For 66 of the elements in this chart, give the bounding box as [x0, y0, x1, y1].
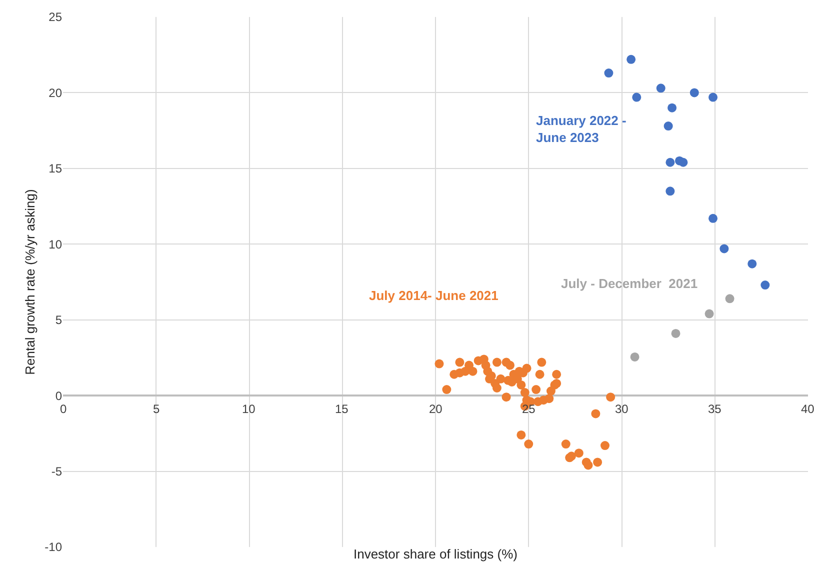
point	[455, 358, 464, 367]
point	[468, 366, 478, 376]
x-tick-label: 15	[335, 402, 349, 416]
point	[584, 460, 593, 470]
y-tick-label: 5	[55, 313, 62, 328]
point	[708, 214, 718, 223]
point	[524, 440, 534, 449]
point	[668, 103, 677, 112]
point	[496, 374, 506, 384]
point	[748, 259, 757, 268]
point	[442, 385, 452, 394]
point	[591, 409, 600, 418]
point	[544, 394, 554, 404]
x-axis-title: Investor share of listings (%)	[353, 546, 518, 562]
point	[506, 360, 514, 370]
point	[606, 392, 616, 402]
x-tick-label: 5	[153, 402, 160, 416]
point	[626, 54, 636, 64]
y-tick-label: -5	[51, 464, 62, 478]
x-tick-label: 25	[522, 402, 536, 416]
point	[604, 68, 614, 78]
point	[666, 158, 675, 167]
point	[632, 92, 642, 102]
text: July 2014- June 2021	[369, 288, 498, 303]
x-tick-label: 10	[242, 402, 256, 416]
point	[561, 440, 570, 449]
y-tick-label: -10	[44, 540, 62, 554]
point	[535, 370, 544, 379]
y-tick-label: 15	[48, 162, 62, 176]
point	[552, 370, 562, 379]
point	[720, 244, 729, 254]
point	[600, 441, 610, 450]
point	[492, 384, 502, 392]
series-label: January 2022 - June 2023	[536, 113, 626, 145]
point	[516, 380, 526, 390]
y-tick-label: 20	[48, 86, 62, 100]
point	[502, 392, 511, 402]
point	[664, 122, 673, 131]
x-tick-label: 35	[708, 402, 722, 416]
point	[532, 385, 541, 394]
point	[708, 92, 718, 102]
point	[520, 388, 530, 398]
point	[492, 358, 502, 367]
y-tick-label: 25	[48, 10, 62, 24]
x-tick-label: 40	[801, 402, 814, 416]
point	[630, 352, 640, 362]
y-tick-label: 0	[55, 388, 62, 403]
series-label: July - December 2021	[561, 276, 698, 291]
x-tick-label: 30	[615, 402, 629, 416]
point	[522, 364, 532, 373]
y-axis-title: Rental growth rate (%/yr asking)	[22, 189, 38, 375]
point	[678, 158, 688, 167]
point	[574, 448, 584, 458]
point	[690, 88, 699, 98]
point	[656, 84, 666, 93]
point	[537, 358, 546, 367]
point	[666, 186, 675, 196]
point	[671, 328, 680, 338]
y-tick-label: 10	[48, 237, 62, 252]
point	[593, 458, 602, 467]
point	[760, 280, 770, 290]
point	[434, 359, 444, 368]
point	[704, 309, 714, 318]
point	[516, 430, 526, 440]
point	[725, 294, 734, 304]
x-tick-label: 20	[429, 402, 443, 416]
